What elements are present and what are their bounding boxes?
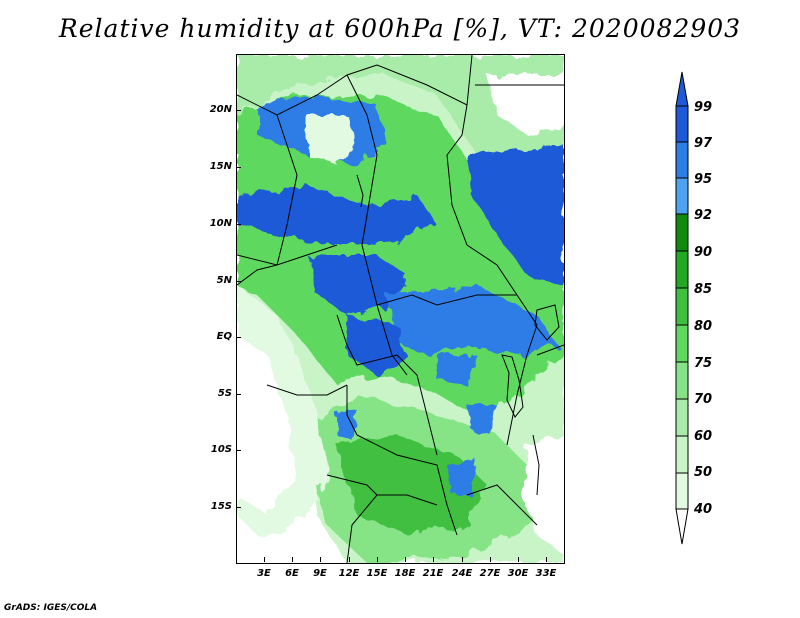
software-credit: GrADS: IGES/COLA [4, 603, 98, 613]
colorbar-bottom-arrow [675, 508, 689, 545]
humidity-map [236, 54, 565, 564]
lon-label-30e: 30E [507, 568, 529, 579]
lat-tick [236, 110, 241, 111]
lon-tick [405, 557, 406, 562]
colorbar [675, 71, 689, 545]
colorbar-bin [675, 105, 689, 143]
lat-label-20n: 20N [209, 104, 232, 115]
lon-label-27e: 27E [479, 568, 501, 579]
map-title: Relative humidity at 600hPa [%], VT: 202… [58, 14, 742, 43]
lat-label-eq: EQ [216, 331, 232, 342]
lon-tick [320, 557, 321, 562]
lat-tick [236, 337, 241, 338]
lat-label-15n: 15N [209, 161, 232, 172]
lon-tick [292, 557, 293, 562]
colorbar-label-75: 75 [694, 356, 713, 371]
colorbar-bin [675, 141, 689, 179]
colorbar-bin [675, 324, 689, 363]
humidity-field [237, 55, 564, 563]
lon-label-12e: 12E [338, 568, 360, 579]
colorbar-label-97: 97 [694, 136, 713, 151]
colorbar-bin [675, 398, 689, 437]
lon-label-9e: 9E [313, 568, 327, 579]
lat-tick [236, 224, 241, 225]
lon-label-18e: 18E [394, 568, 416, 579]
colorbar-label-85: 85 [694, 282, 713, 297]
lon-tick [462, 557, 463, 562]
lon-tick [518, 557, 519, 562]
lat-tick [236, 450, 241, 451]
lat-label-10n: 10N [209, 218, 232, 229]
lon-tick [490, 557, 491, 562]
lat-tick [236, 281, 241, 282]
lat-label-15s: 15S [210, 501, 232, 512]
colorbar-label-50: 50 [694, 465, 713, 480]
colorbar-label-70: 70 [694, 392, 713, 407]
colorbar-label-90: 90 [694, 245, 713, 260]
colorbar-bin [675, 213, 689, 252]
colorbar-label-60: 60 [694, 429, 713, 444]
lon-label-6e: 6E [285, 568, 299, 579]
lat-tick [236, 167, 241, 168]
lon-tick [546, 557, 547, 562]
lat-label-5s: 5S [217, 388, 232, 399]
lon-tick [349, 557, 350, 562]
colorbar-bin [675, 472, 689, 510]
lat-label-10s: 10S [210, 444, 232, 455]
lon-tick [377, 557, 378, 562]
lon-tick [264, 557, 265, 562]
colorbar-bin [675, 287, 689, 326]
lon-label-33e: 33E [535, 568, 557, 579]
lat-tick [236, 507, 241, 508]
colorbar-label-80: 80 [694, 319, 713, 334]
lon-label-3e: 3E [257, 568, 271, 579]
colorbar-bin [675, 250, 689, 289]
lat-tick [236, 394, 241, 395]
colorbar-label-95: 95 [694, 172, 713, 187]
lon-label-24e: 24E [451, 568, 473, 579]
lon-tick [433, 557, 434, 562]
lon-label-15e: 15E [366, 568, 388, 579]
colorbar-label-40: 40 [694, 502, 713, 517]
colorbar-bin [675, 177, 689, 215]
lat-label-5n: 5N [216, 275, 232, 286]
lon-label-21e: 21E [422, 568, 444, 579]
colorbar-label-99: 99 [694, 100, 713, 115]
colorbar-label-92: 92 [694, 208, 713, 223]
colorbar-bin [675, 361, 689, 400]
colorbar-top-arrow [675, 71, 689, 107]
colorbar-bin [675, 435, 689, 474]
